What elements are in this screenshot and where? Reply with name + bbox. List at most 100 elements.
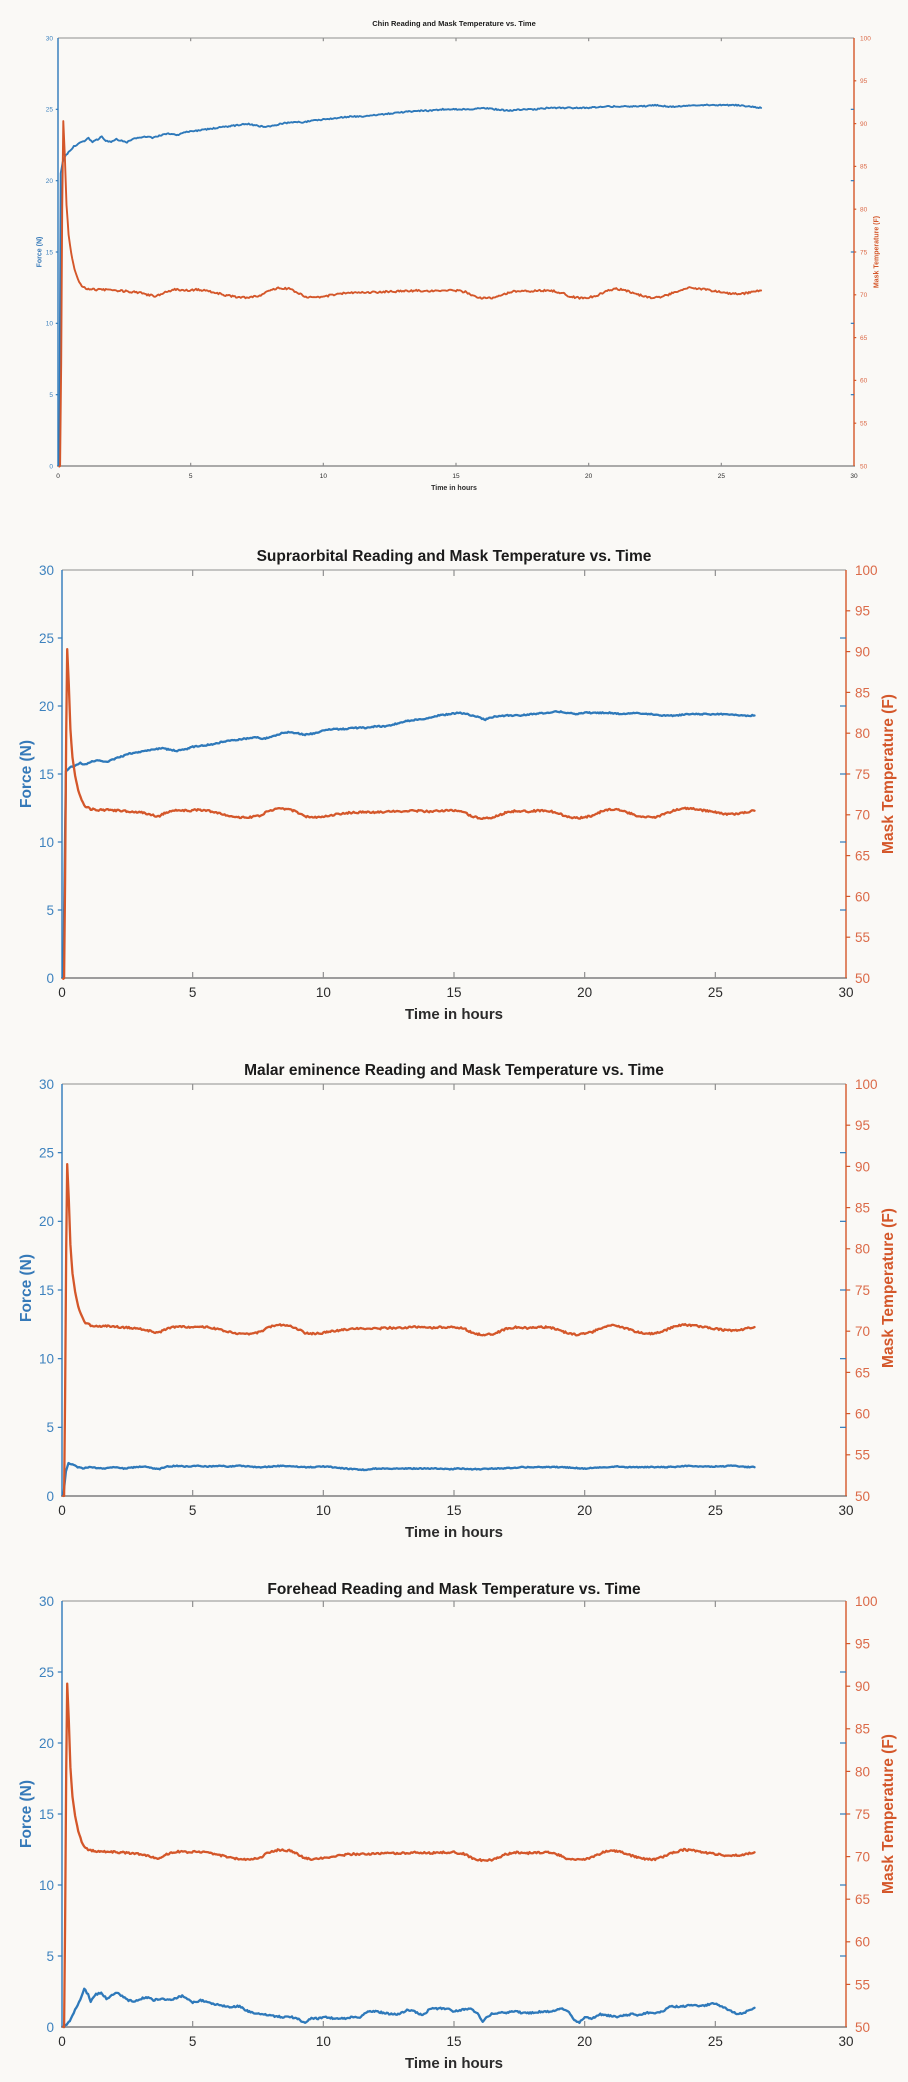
x-tick-label: 10: [316, 1503, 331, 1518]
temp-tick-label: 75: [855, 1807, 870, 1822]
temp-tick-label: 50: [855, 2020, 870, 2035]
temp-tick-label: 80: [855, 726, 870, 741]
force-tick-label: 0: [49, 463, 53, 470]
chart-title: Supraorbital Reading and Mask Temperatur…: [256, 548, 652, 565]
temp-tick-label: 55: [855, 930, 870, 945]
force-tick-label: 10: [39, 1352, 54, 1367]
force-tick-label: 15: [39, 1283, 54, 1298]
temp-tick-label: 60: [855, 1406, 870, 1421]
temp-series-line: [62, 647, 756, 980]
x-tick-label: 0: [58, 985, 66, 1000]
temp-tick-label: 75: [855, 767, 870, 782]
chart-supraorbital: Supraorbital Reading and Mask Temperatur…: [0, 540, 908, 1052]
chart-title: Forehead Reading and Mask Temperature vs…: [267, 1581, 641, 1598]
x-tick-label: 5: [189, 2034, 197, 2049]
time-axis-label: Time in hours: [404, 2055, 504, 2072]
temp-tick-label: 90: [855, 1679, 870, 1694]
chart-malar-eminence: Malar eminence Reading and Mask Temperat…: [0, 1054, 908, 1566]
x-tick-label: 25: [708, 985, 723, 1000]
temp-tick-label: 100: [855, 1077, 878, 1092]
x-tick-label: 15: [452, 473, 460, 480]
x-tick-label: 5: [189, 985, 197, 1000]
time-axis-label: Time in hours: [431, 485, 477, 492]
temp-tick-label: 65: [860, 335, 868, 342]
temp-tick-label: 50: [860, 463, 868, 470]
time-axis-label: Time in hours: [404, 1524, 504, 1541]
temp-tick-label: 75: [860, 249, 868, 256]
x-tick-label: 30: [838, 2034, 853, 2049]
x-tick-label: 25: [718, 473, 726, 480]
force-tick-label: 15: [46, 249, 54, 256]
plot-canvas: 0 5 10 15 20 25 300510152025305055606570758085…: [46, 35, 871, 480]
temp-tick-label: 70: [855, 808, 870, 823]
force-tick-label: 0: [46, 2020, 54, 2035]
temp-series-line: [62, 1162, 756, 1498]
temp-tick-label: 95: [855, 1118, 870, 1133]
x-tick-label: 5: [189, 1503, 197, 1518]
temp-tick-label: 85: [855, 685, 870, 700]
plot-canvas: 0 5 10 15 20 25 300510152025305055606570758085…: [39, 563, 878, 1000]
temp-series-line: [58, 120, 763, 468]
force-tick-label: 30: [46, 35, 54, 42]
force-tick-label: 15: [39, 767, 54, 782]
force-series-line: [62, 1461, 756, 1498]
force-tick-label: 20: [39, 699, 54, 714]
temp-tick-label: 80: [855, 1242, 870, 1257]
time-axis-label: Time in hours: [404, 1006, 504, 1023]
temp-tick-label: 100: [855, 563, 878, 578]
x-tick-label: 5: [189, 473, 193, 480]
x-tick-label: 30: [838, 985, 853, 1000]
temp-tick-label: 95: [855, 604, 870, 619]
temp-tick-label: 60: [855, 889, 870, 904]
temp-tick-label: 75: [855, 1283, 870, 1298]
chart-chin: Chin Reading and Mask Temperature vs. Ti…: [0, 8, 908, 508]
x-tick-label: 20: [585, 473, 593, 480]
force-tick-label: 25: [46, 107, 54, 114]
force-series-line: [58, 103, 763, 468]
force-tick-label: 5: [46, 1949, 54, 1964]
temp-tick-label: 50: [855, 1489, 870, 1504]
temp-tick-label: 70: [855, 1849, 870, 1864]
force-tick-label: 25: [39, 1146, 54, 1161]
temp-tick-label: 65: [855, 848, 870, 863]
force-series-line: [62, 710, 756, 980]
x-tick-label: 15: [446, 2034, 461, 2049]
force-tick-label: 5: [46, 903, 54, 918]
plot-canvas: 0 5 10 15 20 25 300510152025305055606570758085…: [39, 1077, 878, 1518]
x-tick-label: 15: [446, 1503, 461, 1518]
force-tick-label: 30: [39, 563, 54, 578]
temp-tick-label: 90: [860, 121, 868, 128]
x-tick-label: 0: [56, 473, 60, 480]
force-tick-label: 10: [39, 1878, 54, 1893]
force-tick-label: 20: [46, 178, 54, 185]
force-tick-label: 30: [39, 1594, 54, 1609]
temp-tick-label: 65: [855, 1892, 870, 1907]
temp-tick-label: 85: [855, 1722, 870, 1737]
x-tick-label: 30: [838, 1503, 853, 1518]
x-tick-label: 20: [577, 985, 592, 1000]
force-tick-label: 25: [39, 631, 54, 646]
force-tick-label: 5: [49, 392, 53, 399]
temp-tick-label: 100: [855, 1594, 878, 1609]
force-tick-label: 5: [46, 1420, 54, 1435]
temp-series-line: [62, 1682, 756, 2029]
x-tick-label: 30: [850, 473, 858, 480]
temp-tick-label: 90: [855, 1159, 870, 1174]
x-tick-label: 0: [58, 1503, 66, 1518]
temp-tick-label: 80: [860, 207, 868, 214]
x-tick-label: 10: [316, 985, 331, 1000]
temp-tick-label: 70: [855, 1324, 870, 1339]
chart-title: Chin Reading and Mask Temperature vs. Ti…: [372, 19, 536, 28]
force-tick-label: 30: [39, 1077, 54, 1092]
force-tick-label: 10: [39, 835, 54, 850]
chart-title: Malar eminence Reading and Mask Temperat…: [244, 1062, 664, 1079]
force-series-line: [62, 1987, 756, 2029]
temp-tick-label: 50: [855, 971, 870, 986]
x-tick-label: 20: [577, 1503, 592, 1518]
temp-tick-label: 95: [860, 78, 868, 85]
chart-forehead: Forehead Reading and Mask Temperature vs…: [0, 1571, 908, 2082]
x-tick-label: 25: [708, 1503, 723, 1518]
x-tick-label: 10: [320, 473, 328, 480]
x-tick-label: 15: [446, 985, 461, 1000]
